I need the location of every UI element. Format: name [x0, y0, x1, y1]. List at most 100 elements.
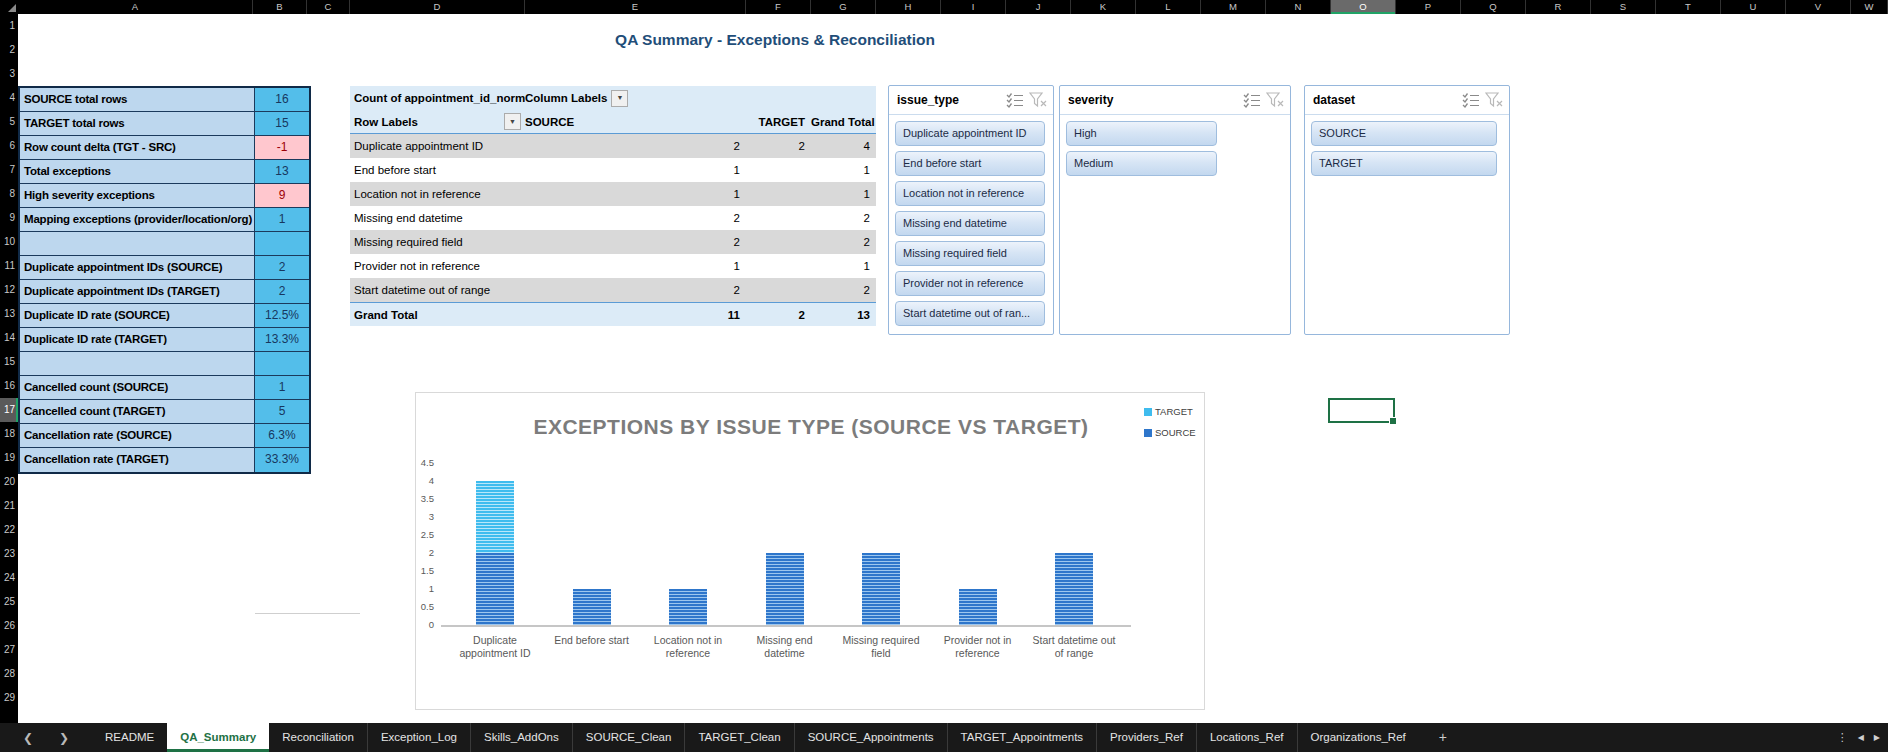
- pivot-grand-total[interactable]: 13: [811, 303, 876, 326]
- metric-label[interactable]: Cancellation rate (TARGET): [20, 448, 255, 472]
- column-header-J[interactable]: J: [1006, 0, 1071, 14]
- slicer-item[interactable]: Missing end datetime: [895, 211, 1045, 236]
- dropdown-icon[interactable]: ▼: [611, 90, 628, 107]
- metric-value[interactable]: 9: [255, 184, 309, 207]
- row-header-23[interactable]: 23: [0, 542, 18, 566]
- tab-Organizations_Ref[interactable]: Organizations_Ref: [1297, 723, 1419, 752]
- metric-label[interactable]: Row count delta (TGT - SRC): [20, 136, 255, 159]
- metric-value[interactable]: 5: [255, 400, 309, 423]
- row-header-18[interactable]: 18: [0, 422, 18, 446]
- multi-select-icon[interactable]: [1462, 92, 1480, 108]
- pivot-row-label[interactable]: Start datetime out of range: [350, 278, 525, 302]
- row-header-15[interactable]: 15: [0, 350, 18, 374]
- column-header-N[interactable]: N: [1266, 0, 1331, 14]
- metric-value[interactable]: 33.3%: [255, 448, 309, 472]
- pivot-value-total[interactable]: 2: [811, 230, 876, 254]
- metric-label[interactable]: TARGET total rows: [20, 112, 255, 135]
- next-sheet-icon[interactable]: ❯: [59, 731, 69, 745]
- metric-label[interactable]: High severity exceptions: [20, 184, 255, 207]
- column-header-L[interactable]: L: [1136, 0, 1201, 14]
- pivot-grand-label[interactable]: Grand Total: [350, 303, 525, 326]
- metric-value[interactable]: [255, 232, 309, 255]
- column-header-T[interactable]: T: [1656, 0, 1721, 14]
- column-header-R[interactable]: R: [1526, 0, 1591, 14]
- pivot-row-labels-cell[interactable]: Row Labels▼: [350, 110, 525, 133]
- pivot-measure-label[interactable]: Count of appointment_id_norm: [350, 86, 525, 110]
- pivot-value-source[interactable]: 1: [525, 182, 746, 206]
- row-header-6[interactable]: 6: [0, 134, 18, 158]
- metric-value[interactable]: 16: [255, 88, 309, 111]
- row-header-7[interactable]: 7: [0, 158, 18, 182]
- row-header-19[interactable]: 19: [0, 446, 18, 470]
- metric-label[interactable]: SOURCE total rows: [20, 88, 255, 111]
- slicer-item[interactable]: Provider not in reference: [895, 271, 1045, 296]
- pivot-value-total[interactable]: 1: [811, 254, 876, 278]
- tab-SOURCE_Clean[interactable]: SOURCE_Clean: [572, 723, 685, 752]
- metric-value[interactable]: [255, 352, 309, 375]
- slicer-item[interactable]: Medium: [1066, 151, 1217, 176]
- column-header-Q[interactable]: Q: [1461, 0, 1526, 14]
- metric-value[interactable]: 2: [255, 280, 309, 303]
- bar-source-segment[interactable]: [1055, 553, 1093, 625]
- column-header-C[interactable]: C: [307, 0, 350, 14]
- tab-Exception_Log[interactable]: Exception_Log: [367, 723, 470, 752]
- pivot-value-total[interactable]: 2: [811, 206, 876, 230]
- column-header-G[interactable]: G: [811, 0, 876, 14]
- tab-Skills_AddOns[interactable]: Skills_AddOns: [470, 723, 572, 752]
- tab-Reconciliation[interactable]: Reconciliation: [269, 723, 367, 752]
- pivot-value-target[interactable]: [746, 158, 811, 182]
- more-sheets-icon[interactable]: ⋮: [1837, 731, 1848, 744]
- multi-select-icon[interactable]: [1243, 92, 1261, 108]
- metric-value[interactable]: 2: [255, 256, 309, 279]
- column-header-I[interactable]: I: [941, 0, 1006, 14]
- metric-label[interactable]: Total exceptions: [20, 160, 255, 183]
- pivot-value-source[interactable]: 1: [525, 158, 746, 182]
- add-sheet-button[interactable]: +: [1419, 723, 1467, 752]
- row-header-22[interactable]: 22: [0, 518, 18, 542]
- slicer-item[interactable]: Start datetime out of ran...: [895, 301, 1045, 326]
- bar-source-segment[interactable]: [669, 589, 707, 625]
- pivot-value-source[interactable]: 2: [525, 206, 746, 230]
- metric-value[interactable]: 1: [255, 208, 309, 231]
- slicer-item[interactable]: Location not in reference: [895, 181, 1045, 206]
- row-header-14[interactable]: 14: [0, 326, 18, 350]
- row-header-29[interactable]: 29: [0, 686, 18, 710]
- row-header-8[interactable]: 8: [0, 182, 18, 206]
- row-header-26[interactable]: 26: [0, 614, 18, 638]
- row-header-24[interactable]: 24: [0, 566, 18, 590]
- row-header-16[interactable]: 16: [0, 374, 18, 398]
- pivot-value-source[interactable]: 1: [525, 254, 746, 278]
- metric-label[interactable]: Duplicate appointment IDs (TARGET): [20, 280, 255, 303]
- tab-TARGET_Appointments[interactable]: TARGET_Appointments: [947, 723, 1097, 752]
- row-header-11[interactable]: 11: [0, 254, 18, 278]
- slicer-item[interactable]: TARGET: [1311, 151, 1497, 176]
- column-header-B[interactable]: B: [253, 0, 307, 14]
- row-header-21[interactable]: 21: [0, 494, 18, 518]
- row-header-5[interactable]: 5: [0, 110, 18, 134]
- tab-SOURCE_Appointments[interactable]: SOURCE_Appointments: [794, 723, 947, 752]
- metric-label[interactable]: Duplicate ID rate (TARGET): [20, 328, 255, 351]
- row-header-28[interactable]: 28: [0, 662, 18, 686]
- pivot-value-source[interactable]: 2: [525, 230, 746, 254]
- row-header-25[interactable]: 25: [0, 590, 18, 614]
- metric-label[interactable]: Cancelled count (SOURCE): [20, 376, 255, 399]
- tab-Locations_Ref[interactable]: Locations_Ref: [1196, 723, 1297, 752]
- pivot-col-header[interactable]: Grand Total: [811, 110, 876, 133]
- tab-Providers_Ref[interactable]: Providers_Ref: [1096, 723, 1196, 752]
- tab-README[interactable]: README: [92, 723, 167, 752]
- bar-source-segment[interactable]: [476, 553, 514, 625]
- pivot-column-labels-cell[interactable]: Column Labels▼: [525, 86, 876, 110]
- metric-label[interactable]: Cancelled count (TARGET): [20, 400, 255, 423]
- metric-label[interactable]: Duplicate appointment IDs (SOURCE): [20, 256, 255, 279]
- pivot-value-source[interactable]: 2: [525, 278, 746, 302]
- scroll-sheets-left-icon[interactable]: ◀: [1858, 733, 1864, 742]
- column-header-F[interactable]: F: [746, 0, 811, 14]
- metric-value[interactable]: 1: [255, 376, 309, 399]
- metric-value[interactable]: 6.3%: [255, 424, 309, 447]
- column-header-S[interactable]: S: [1591, 0, 1656, 14]
- pivot-grand-source[interactable]: 11: [525, 303, 746, 326]
- pivot-row-label[interactable]: Missing required field: [350, 230, 525, 254]
- tab-QA_Summary[interactable]: QA_Summary: [167, 723, 269, 752]
- metric-label[interactable]: Cancellation rate (SOURCE): [20, 424, 255, 447]
- bar-source-segment[interactable]: [573, 589, 611, 625]
